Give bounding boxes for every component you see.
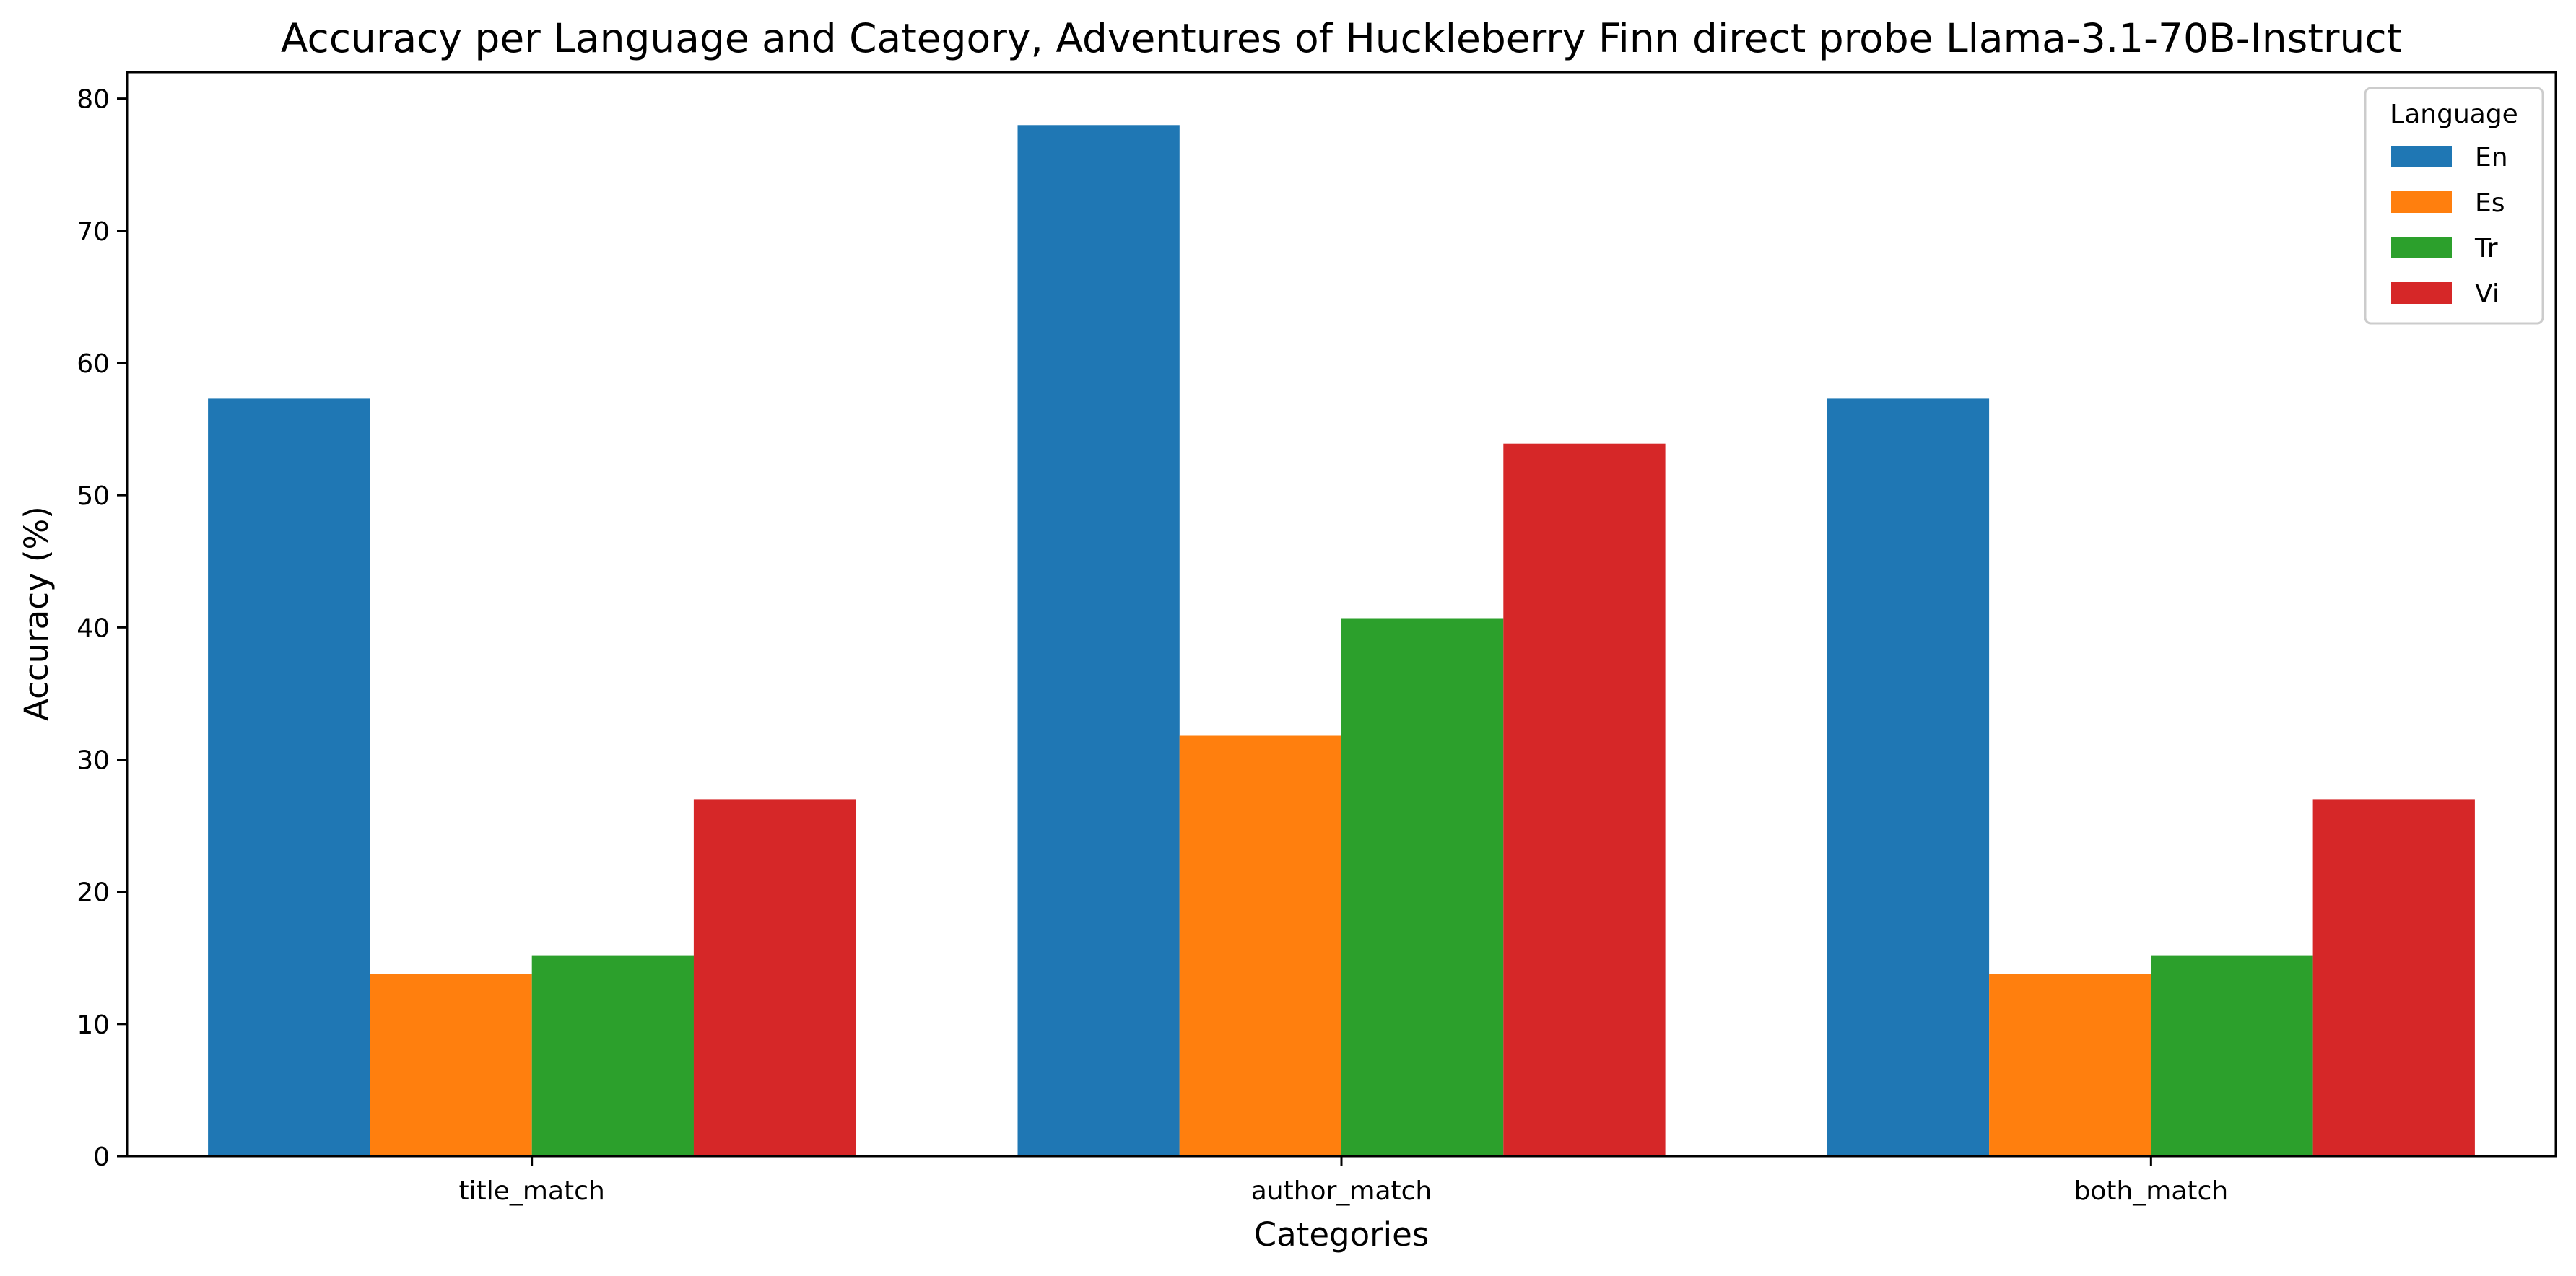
y-tick-label: 10: [77, 1010, 110, 1040]
legend-swatch-en: [2391, 146, 2452, 167]
y-tick-label: 40: [77, 613, 110, 643]
bar-vi-author_match: [1503, 443, 1666, 1156]
y-tick-label: 0: [93, 1142, 110, 1172]
legend-label-vi: Vi: [2475, 279, 2499, 309]
legend-swatch-es: [2391, 191, 2452, 213]
bar-es-both_match: [1989, 974, 2151, 1156]
legend-label-tr: Tr: [2474, 234, 2498, 263]
x-axis: title_match author_match both_match: [459, 1156, 2228, 1206]
bar-es-author_match: [1179, 735, 1341, 1156]
bar-tr-author_match: [1341, 618, 1504, 1156]
legend-swatch-vi: [2391, 282, 2452, 304]
bar-tr-title_match: [531, 955, 694, 1156]
bar-tr-both_match: [2151, 955, 2313, 1156]
legend-label-es: Es: [2475, 188, 2505, 218]
legend: Language En Es Tr Vi: [2364, 87, 2544, 325]
x-tick-label: title_match: [459, 1176, 605, 1206]
x-tick-label: author_match: [1251, 1176, 1432, 1206]
y-tick-label: 50: [77, 481, 110, 511]
x-axis-label: Categories: [1254, 1215, 1430, 1254]
y-tick-label: 20: [77, 878, 110, 908]
x-tick-label: both_match: [2074, 1176, 2228, 1206]
chart-title: Accuracy per Language and Category, Adve…: [281, 15, 2402, 61]
y-tick-label: 30: [77, 746, 110, 775]
legend-swatch-tr: [2391, 237, 2452, 258]
bar-en-author_match: [1017, 125, 1180, 1156]
plot-area: [208, 125, 2475, 1156]
y-axis-label: Accuracy (%): [17, 506, 56, 721]
y-tick-label: 80: [77, 85, 110, 115]
bar-en-both_match: [1827, 398, 1990, 1156]
y-axis: 0 10 20 30 40 50 60 70 80: [77, 85, 127, 1172]
bar-en-title_match: [208, 398, 370, 1156]
legend-label-en: En: [2475, 143, 2508, 172]
legend-title: Language: [2390, 100, 2518, 129]
y-tick-label: 70: [77, 217, 110, 247]
bar-vi-title_match: [693, 799, 856, 1156]
bar-es-title_match: [370, 974, 532, 1156]
y-tick-label: 60: [77, 349, 110, 379]
bar-vi-both_match: [2312, 799, 2475, 1156]
